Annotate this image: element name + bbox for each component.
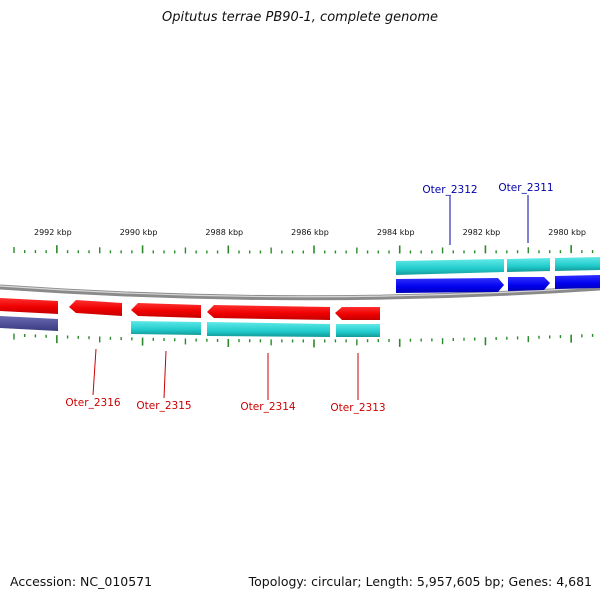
accession-number: NC_010571 (80, 574, 153, 589)
genome-backbone-highlight (0, 285, 600, 298)
label-oter-2315[interactable]: Oter_2315 (136, 400, 191, 412)
tick-marks-outer (13, 245, 594, 254)
label-oter-2313[interactable]: Oter_2313 (330, 402, 385, 414)
tick-label: 2984 kbp (377, 228, 415, 237)
cds-oter-2316-arrow[interactable] (69, 300, 122, 316)
gene-oter-2314-track[interactable] (207, 322, 330, 337)
tick-label: 2990 kbp (120, 228, 158, 237)
gene-oter-2315-track[interactable] (131, 321, 201, 335)
tick-labels: 2992 kbp 2990 kbp 2988 kbp 2986 kbp 2984 kbp… (34, 228, 586, 237)
cds-next-forward-arrow[interactable] (555, 275, 600, 289)
tick-label: 2982 kbp (463, 228, 501, 237)
feature-partial-left-track[interactable] (0, 316, 58, 331)
tick-label: 2980 kbp (548, 228, 586, 237)
tick-label: 2988 kbp (205, 228, 243, 237)
tick-label: 2986 kbp (291, 228, 329, 237)
leader-oter-2316 (92, 348, 97, 396)
cds-oter-2315-arrow[interactable] (131, 303, 201, 318)
map-title: Opitutus terrae PB90-1, complete genome (161, 10, 439, 25)
accession-line: Accession: NC_010571 (10, 574, 152, 589)
cds-oter-2313-arrow[interactable] (335, 307, 380, 320)
tick-marks-inner (13, 333, 594, 348)
tick-label: 2992 kbp (34, 228, 72, 237)
label-oter-2316[interactable]: Oter_2316 (65, 397, 120, 409)
gene-oter-2313-track[interactable] (336, 324, 380, 337)
gene-next-forward-track[interactable] (555, 257, 600, 271)
cds-oter-2314-arrow[interactable] (207, 305, 330, 320)
cds-partial-left-arrow[interactable] (0, 298, 58, 314)
accession-prefix: Accession: (10, 574, 77, 589)
genome-backbone (0, 284, 600, 301)
cds-oter-2312-arrow[interactable] (396, 278, 504, 293)
cds-oter-2311-arrow[interactable] (508, 277, 550, 291)
genome-summary: Topology: circular; Length: 5,957,605 bp… (248, 574, 592, 589)
gene-oter-2311-track[interactable] (507, 258, 550, 272)
label-oter-2314[interactable]: Oter_2314 (240, 401, 295, 413)
label-oter-2311[interactable]: Oter_2311 (498, 182, 553, 194)
leader-oter-2315 (163, 350, 167, 399)
gene-oter-2312-track[interactable] (396, 259, 504, 275)
label-oter-2312[interactable]: Oter_2312 (422, 184, 477, 196)
